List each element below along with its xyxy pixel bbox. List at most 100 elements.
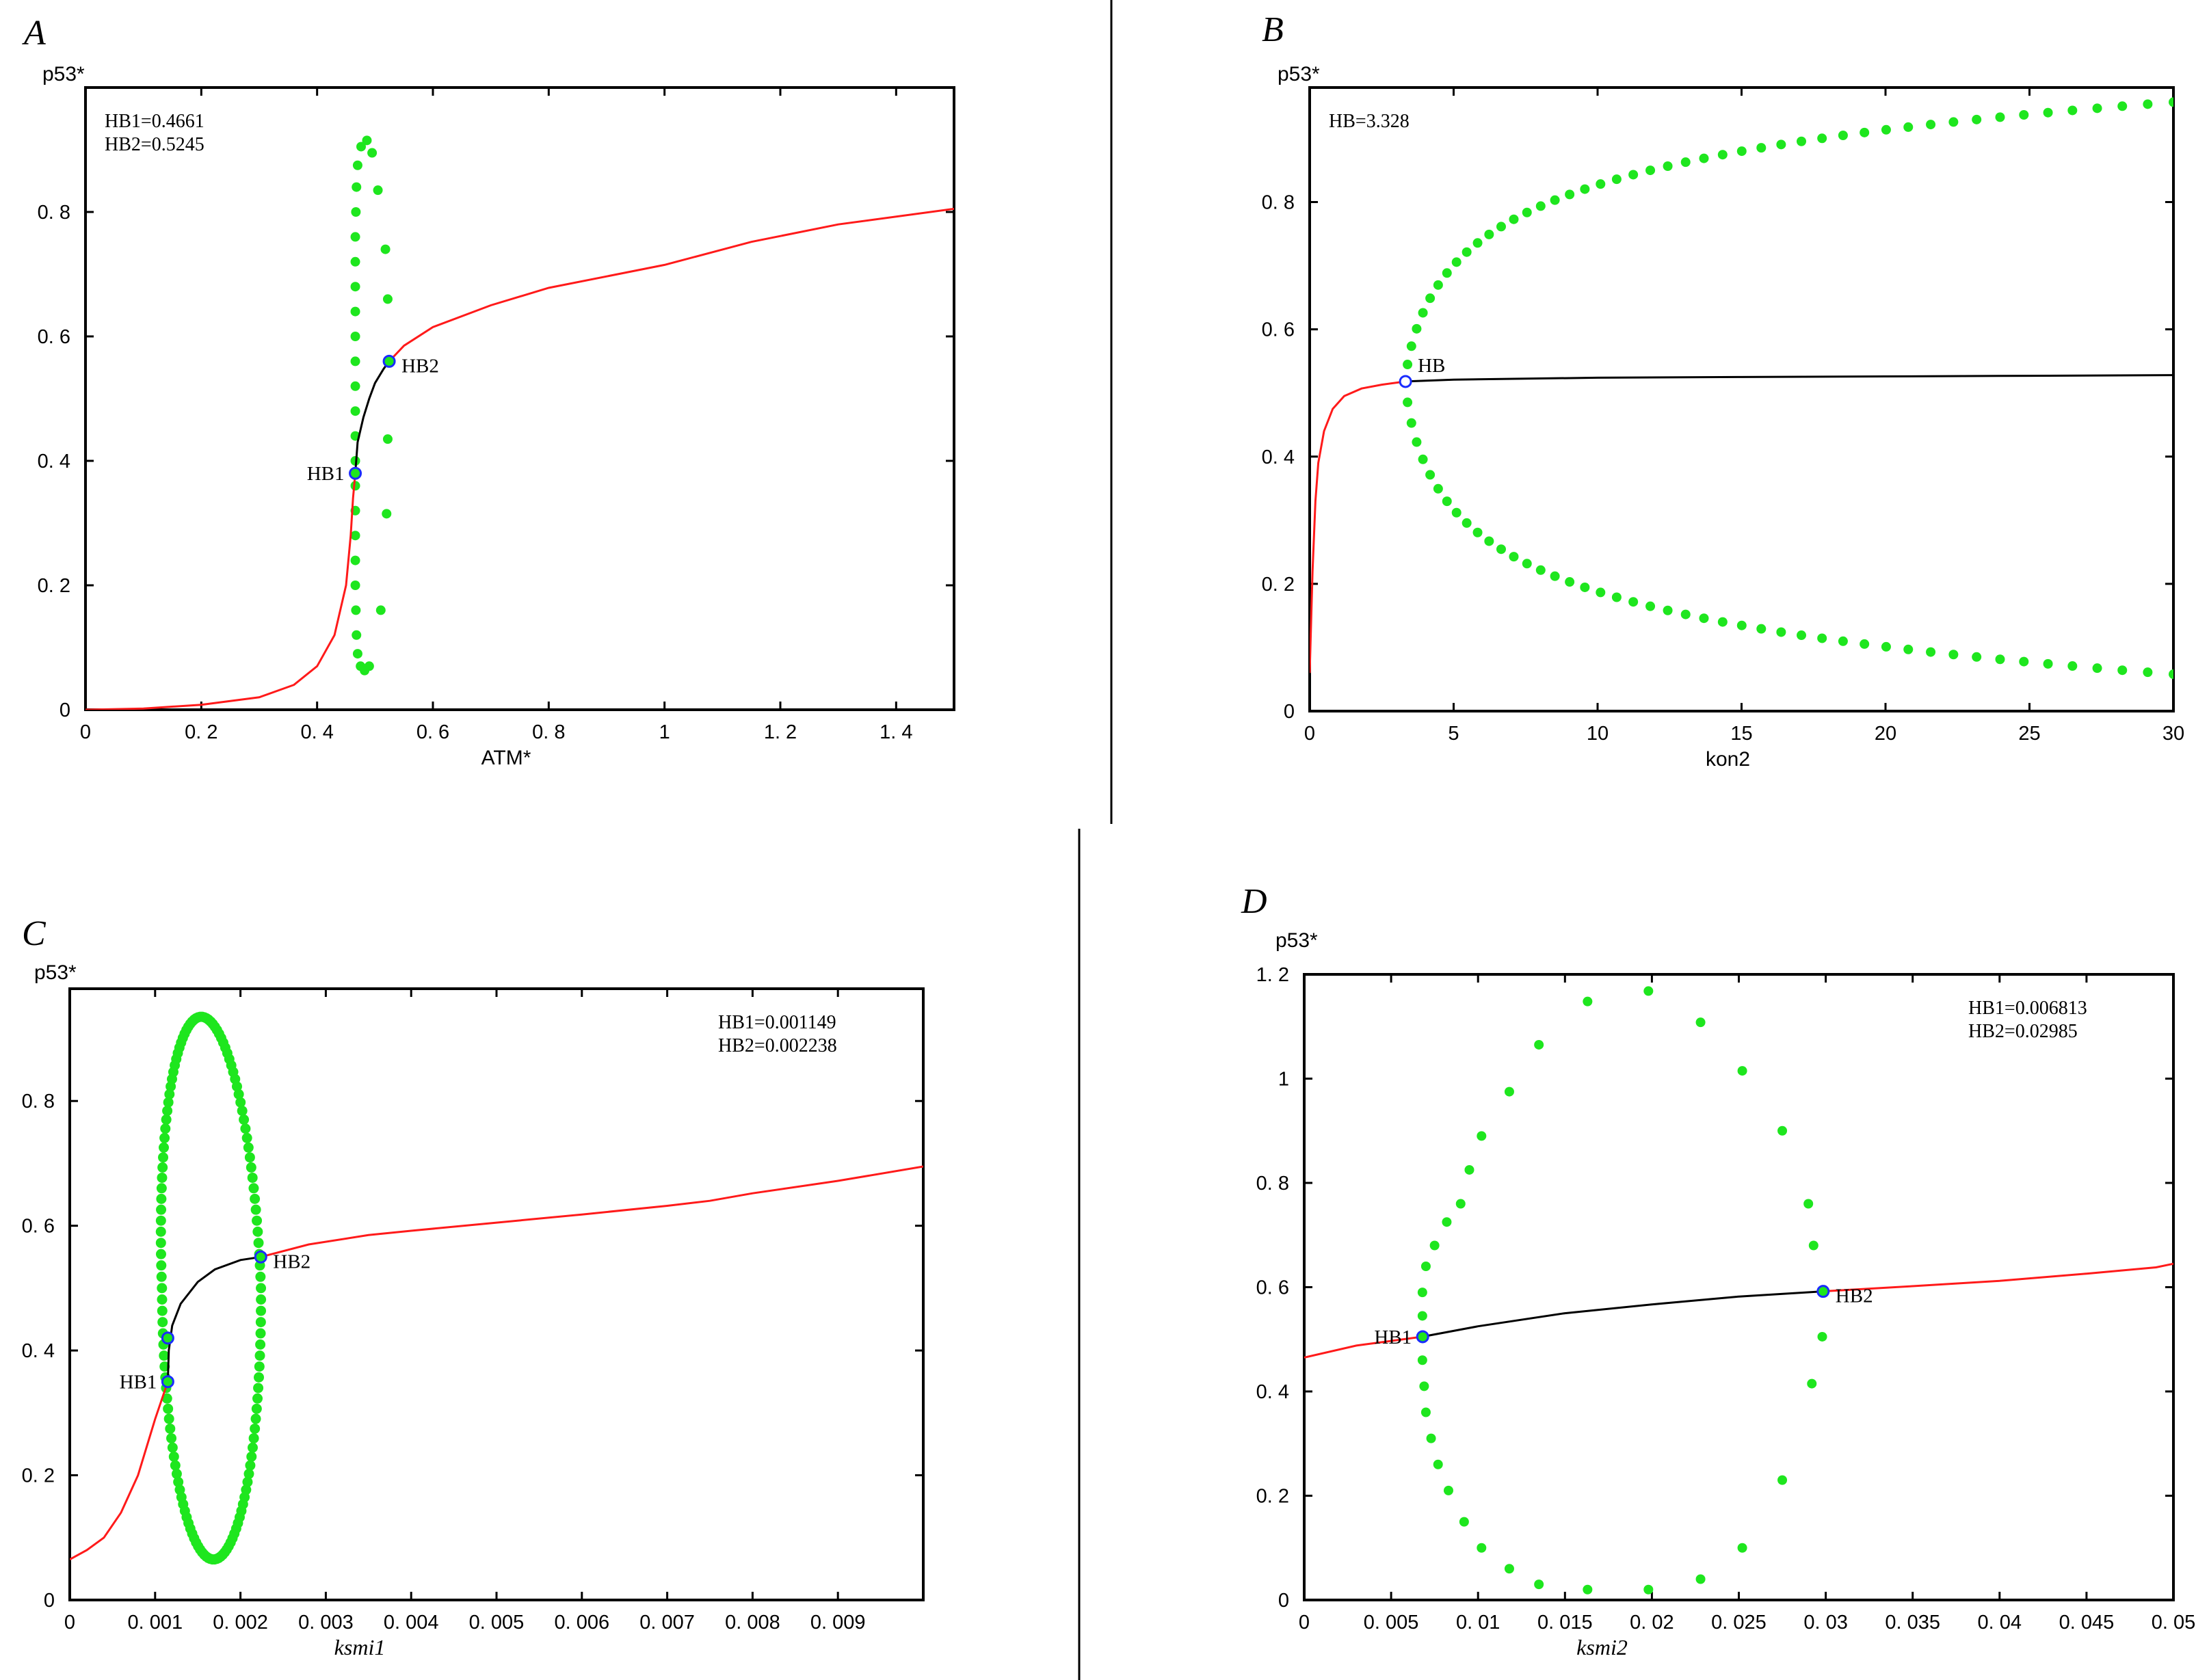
limit-cycle-point (1442, 268, 1452, 278)
limit-cycle-point (1737, 1066, 1747, 1076)
limit-cycle-point (248, 1183, 259, 1194)
limit-cycle-point (1583, 1584, 1593, 1595)
limit-cycle-point (1995, 112, 2005, 122)
limit-cycle-point (1808, 1240, 1818, 1251)
limit-cycle-point (1881, 641, 1891, 652)
limit-cycle-point (1425, 470, 1436, 480)
limit-cycle-point (1550, 195, 1560, 205)
limit-cycle-point (375, 605, 386, 615)
limit-cycle-point (352, 160, 362, 170)
limit-cycle-point (250, 1193, 261, 1204)
limit-cycle-point (373, 185, 383, 196)
limit-cycle-point (252, 1215, 263, 1226)
limit-cycle-point (1464, 1164, 1474, 1175)
x-tick-label: 0. 005 (469, 1612, 525, 1634)
stable-branch-line (85, 473, 356, 710)
limit-cycle-point (155, 1238, 166, 1249)
limit-cycle-point (1522, 559, 1532, 569)
x-tick-label: 0. 03 (1803, 1612, 1848, 1634)
limit-cycle-point (350, 555, 360, 565)
limit-cycle-point (1522, 207, 1532, 217)
limit-cycle-point (1580, 582, 1590, 592)
limit-cycle-point (254, 1372, 265, 1383)
limit-cycle-point (352, 182, 362, 192)
y-tick-label: 0. 8 (1256, 1173, 1289, 1195)
x-tick-label: 0. 035 (1885, 1612, 1940, 1634)
y-tick-label: 0. 8 (1262, 192, 1295, 214)
hopf-point-marker (161, 1375, 174, 1389)
plot-area (70, 1011, 923, 1565)
limit-cycle-point (1504, 1086, 1514, 1097)
limit-cycle-point (1550, 571, 1560, 581)
panel-label: B (1262, 10, 1284, 49)
limit-cycle-point (255, 1339, 266, 1350)
limit-cycle-point (350, 232, 360, 242)
x-tick-label: 0. 6 (416, 721, 449, 743)
limit-cycle-point (2019, 656, 2029, 667)
limit-cycle-point (1420, 1262, 1431, 1271)
plot-area (1304, 986, 2173, 1595)
limit-cycle-point (156, 1183, 167, 1194)
limit-cycle-point (248, 1432, 259, 1443)
y-axis-label: p53* (42, 63, 85, 85)
x-tick-label: 10 (1587, 723, 1609, 745)
y-tick-label: 0. 4 (1256, 1381, 1289, 1403)
limit-cycle-point (246, 1162, 256, 1173)
limit-cycle-point (1484, 536, 1494, 546)
limit-cycle-point (1860, 127, 1870, 137)
limit-cycle-point (243, 1469, 254, 1480)
limit-cycle-point (350, 381, 360, 391)
y-tick-label: 0. 2 (22, 1465, 55, 1487)
x-axis-label: ksmi2 (1576, 1635, 1628, 1659)
limit-cycle-point (350, 282, 360, 292)
limit-cycle-point (2092, 103, 2102, 114)
limit-cycle-point (350, 406, 360, 416)
x-tick-label: 25 (2018, 723, 2040, 745)
limit-cycle-point (1838, 636, 1848, 646)
limit-cycle-point (1756, 624, 1767, 634)
hopf-point-label: HB (1418, 355, 1445, 377)
limit-cycle-point (2117, 101, 2128, 111)
limit-cycle-point (1477, 1543, 1487, 1553)
limit-cycle-point (350, 306, 360, 317)
stable-branch-line (1823, 1262, 2173, 1293)
limit-cycle-point (1645, 165, 1656, 176)
limit-cycle-point (1737, 1543, 1747, 1553)
limit-cycle-point (239, 1114, 250, 1125)
limit-cycle-point (167, 1442, 178, 1453)
limit-cycle-point (1412, 437, 1422, 447)
limit-cycle-point (163, 1097, 174, 1108)
x-tick-label: 0. 045 (2059, 1612, 2115, 1634)
limit-cycle-point (350, 332, 360, 341)
plot-frame (84, 86, 955, 711)
limit-cycle-point (244, 1152, 255, 1163)
hopf-point-marker (1816, 1285, 1830, 1298)
limit-cycle-point (1472, 527, 1483, 537)
hopf-point-marker (382, 354, 396, 368)
x-tick-label: 15 (1730, 723, 1752, 745)
limit-cycle-point (1419, 1381, 1429, 1391)
limit-cycle-point (382, 294, 393, 304)
limit-cycle-point (240, 1123, 251, 1134)
limit-cycle-point (171, 1469, 182, 1480)
y-tick-label: 0. 2 (1256, 1486, 1289, 1508)
limit-cycle-point (161, 1114, 172, 1125)
x-tick-label: 0 (64, 1612, 75, 1634)
limit-cycle-point (350, 356, 360, 366)
y-tick-label: 0. 6 (1256, 1277, 1289, 1299)
x-axis-label: ksmi1 (334, 1635, 386, 1659)
y-tick-label: 0. 8 (22, 1091, 55, 1112)
x-tick-label: 5 (1448, 723, 1459, 745)
limit-cycle-point (1426, 1433, 1436, 1443)
limit-cycle-point (1645, 601, 1656, 611)
x-tick-label: 0. 006 (554, 1612, 609, 1634)
limit-cycle-point (256, 1305, 267, 1316)
limit-cycle-point (173, 1476, 184, 1487)
limit-cycle-point (1717, 150, 1728, 160)
plot-area (1310, 97, 2173, 680)
limit-cycle-point (1776, 627, 1786, 637)
limit-cycle-point (243, 1142, 254, 1153)
y-tick-label: 0. 4 (22, 1340, 55, 1362)
